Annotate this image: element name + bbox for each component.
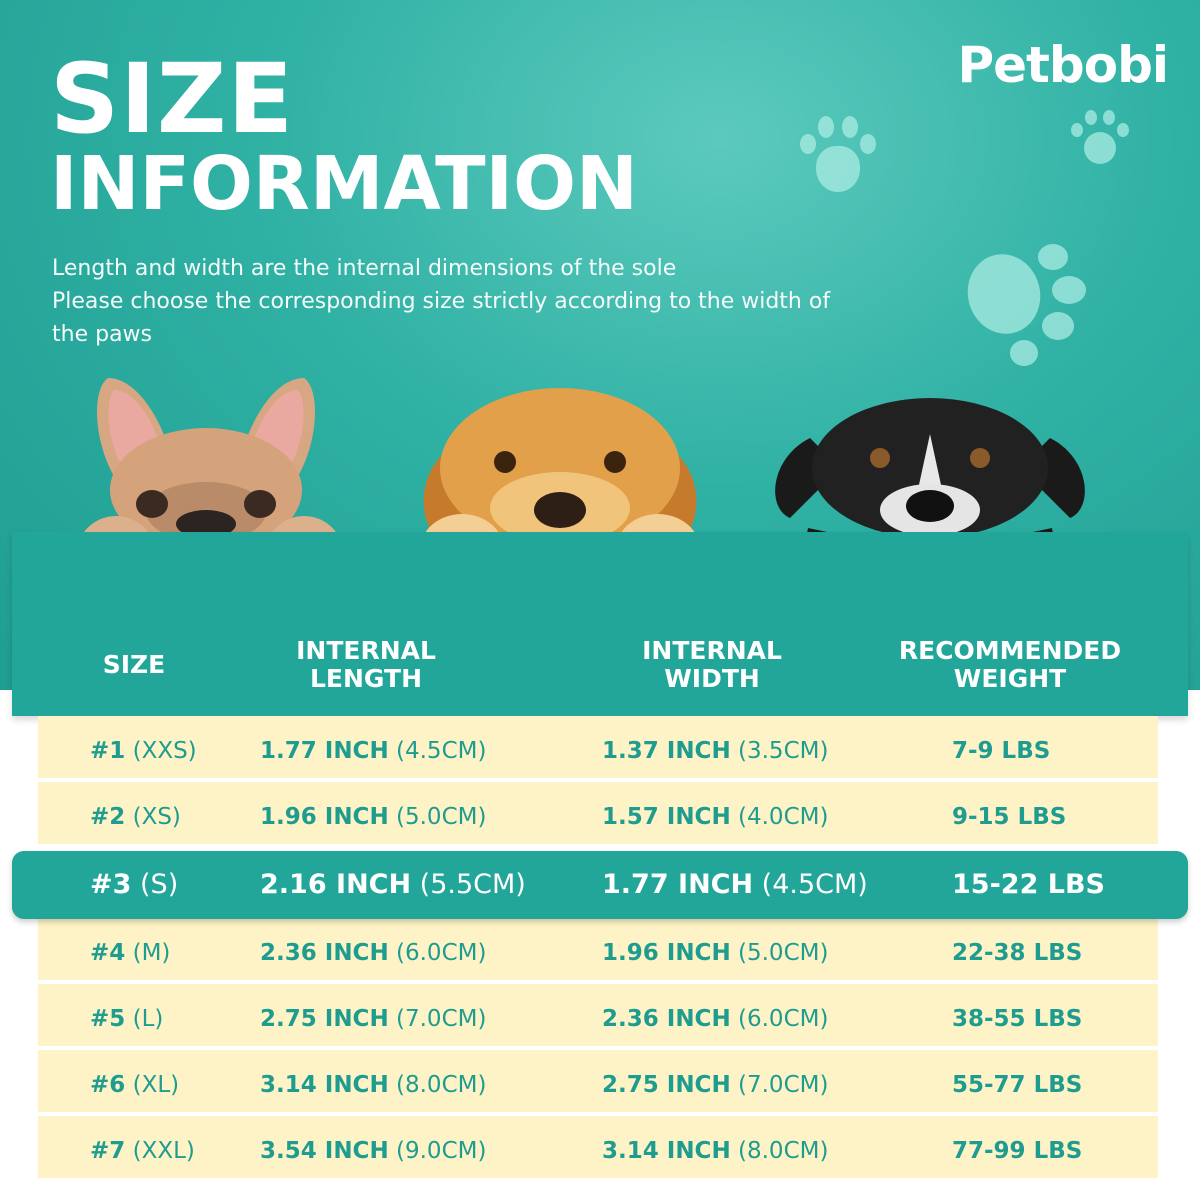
- table-row: #5 (L) 2.75 INCH (7.0CM) 2.36 INCH (6.0C…: [38, 984, 1158, 1046]
- header-internal-width: INTERNAL WIDTH: [642, 636, 782, 693]
- table-row: #4 (M) 2.36 INCH (6.0CM) 1.96 INCH (5.0C…: [38, 918, 1158, 980]
- paw-print-icon: [1070, 108, 1130, 166]
- brand-logo: Petbobi: [957, 36, 1169, 94]
- subtitle-line-1: Length and width are the internal dimens…: [52, 256, 677, 281]
- header-internal-length: INTERNAL LENGTH: [296, 636, 436, 693]
- subtitle: Length and width are the internal dimens…: [52, 252, 832, 351]
- table-row: #6 (XL) 3.14 INCH (8.0CM) 2.75 INCH (7.0…: [38, 1050, 1158, 1112]
- table-header-band: [12, 532, 1188, 716]
- table-row-highlighted: #3 (S) 2.16 INCH (5.5CM) 1.77 INCH (4.5C…: [12, 851, 1188, 919]
- paw-print-icon: [958, 244, 1096, 372]
- size-table: #1 (XXS) 1.77 INCH (4.5CM) 1.37 INCH (3.…: [38, 716, 1158, 1182]
- header-size: SIZE: [102, 650, 166, 679]
- table-row: #7 (XXL) 3.54 INCH (9.0CM) 3.14 INCH (8.…: [38, 1116, 1158, 1178]
- table-row: #2 (XS) 1.96 INCH (5.0CM) 1.57 INCH (4.0…: [38, 782, 1158, 844]
- table-row: #1 (XXS) 1.77 INCH (4.5CM) 1.37 INCH (3.…: [38, 716, 1158, 778]
- paw-print-icon: [798, 112, 880, 196]
- header-recommended-weight: RECOMMENDED WEIGHT: [898, 636, 1122, 693]
- subtitle-line-2: Please choose the corresponding size str…: [52, 289, 831, 347]
- title-line-1: SIZE: [50, 43, 295, 155]
- title-line-2: INFORMATION: [50, 141, 638, 228]
- page-title: SIZE INFORMATION: [50, 43, 638, 228]
